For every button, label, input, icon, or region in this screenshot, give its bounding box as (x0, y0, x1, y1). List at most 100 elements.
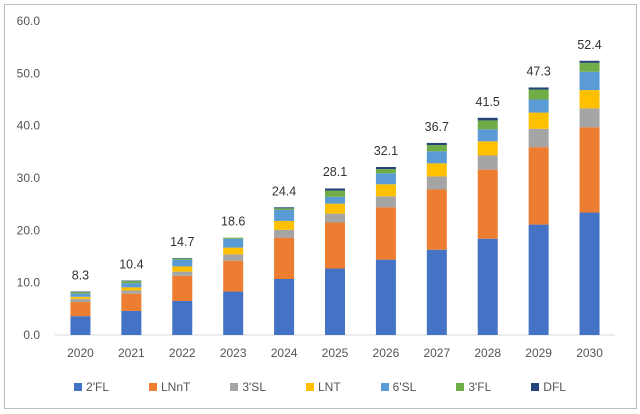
x-tick-label: 2025 (322, 346, 349, 360)
y-tick-label: 60.0 (17, 14, 41, 28)
data-label-total: 8.3 (72, 269, 89, 283)
bar-segment (70, 298, 91, 303)
bar-segment (172, 271, 193, 276)
bar-stack (579, 60, 600, 335)
legend-swatch (230, 383, 239, 391)
legend-label: LNnT (161, 380, 191, 394)
legend-label: LNT (318, 380, 341, 394)
bar-segment (579, 108, 600, 128)
bar-segment (325, 188, 345, 191)
bar-segment (70, 292, 91, 294)
legend-swatch (456, 383, 465, 391)
legend-swatch (380, 383, 389, 391)
bar-segment (121, 310, 142, 335)
x-tick-label: 2028 (474, 346, 501, 360)
bar-segment (375, 207, 396, 260)
data-labels: 8.3 10.4 14.7 18.6 24.4 28.1 32.1 36.7 41.5 47.3 5… (72, 38, 602, 283)
bar-segment (274, 229, 295, 238)
y-tick-label: 20.0 (17, 223, 41, 237)
bar-segment (528, 112, 549, 129)
bar-segment (477, 141, 498, 156)
bar-stack (477, 117, 498, 335)
bar-segment (121, 280, 142, 282)
bar-segment (70, 293, 91, 297)
bar-stack (274, 207, 295, 335)
bar-segment (579, 62, 600, 72)
legend-label: 3'FL (468, 380, 492, 394)
bar-segment (274, 209, 295, 221)
bar-segment (426, 145, 447, 152)
x-tick-label: 2024 (271, 346, 298, 360)
data-label-total: 10.4 (119, 258, 143, 272)
data-label-total: 14.7 (170, 235, 194, 249)
x-tick-label: 2026 (373, 346, 400, 360)
legend: 2'FL LNnT 3'SL LNT 6'SL 3'FL DFL (0, 380, 640, 394)
bar-segment (528, 224, 549, 335)
legend-item: 6'SL (380, 380, 417, 394)
legend-item: LNnT (149, 380, 190, 394)
legend-item: 3'SL (230, 380, 266, 394)
bar-segment (223, 291, 244, 335)
bar-segment (426, 189, 447, 250)
bar-segment (325, 268, 345, 335)
data-label-total: 32.1 (374, 144, 398, 158)
bar-segment (477, 155, 498, 170)
bar-segment (325, 190, 345, 197)
bar-segment (70, 316, 91, 335)
bar-stack (375, 167, 396, 335)
y-tick-label: 30.0 (17, 171, 41, 185)
bar-segment (172, 275, 193, 301)
data-label-total: 28.1 (323, 165, 347, 179)
bar-segment (172, 258, 193, 259)
bar-segment (274, 208, 295, 210)
legend-item: 3'FL (456, 380, 491, 394)
legend-label: 3'SL (242, 380, 266, 394)
bar-segment (426, 176, 447, 190)
y-tick-label: 0.0 (23, 328, 40, 342)
bar-segment (325, 213, 345, 223)
bar-segment (528, 128, 549, 148)
bar-segment (579, 90, 600, 109)
y-tick-label: 40.0 (17, 119, 41, 133)
data-label-total: 18.6 (221, 215, 245, 229)
bar-segment (477, 238, 498, 335)
bar-segment (477, 120, 498, 130)
bar-segment (121, 283, 142, 288)
bar-segment (477, 117, 498, 121)
y-tick-label: 50.0 (17, 66, 41, 80)
bar-segment (579, 127, 600, 213)
legend-swatch (306, 383, 314, 391)
y-axis-ticks: 0.0 10.0 20.0 30.0 40.0 50.0 60.0 (17, 14, 41, 342)
bar-stack (223, 237, 244, 335)
bar-segment (579, 71, 600, 91)
bar-segment (121, 290, 142, 294)
bar-stack (426, 142, 447, 335)
bar-stack (70, 291, 91, 335)
bar-segment (223, 238, 244, 248)
bar-segment (375, 169, 396, 174)
x-tick-label: 2022 (169, 346, 196, 360)
bar-segment (274, 207, 295, 209)
bar-stack (325, 188, 345, 335)
bar-segment (121, 287, 142, 291)
bar-segment (477, 169, 498, 239)
legend-label: 2'FL (86, 380, 109, 394)
bar-segment (325, 196, 345, 204)
data-label-total: 36.7 (425, 120, 449, 134)
bar-segment (274, 237, 295, 280)
legend-item: 2'FL (74, 380, 109, 394)
bar-stack (528, 87, 549, 335)
legend-label: 6'SL (392, 380, 417, 394)
bar-segment (325, 222, 345, 269)
x-tick-label: 2027 (423, 346, 450, 360)
legend-item: LNT (306, 380, 341, 394)
bar-segment (426, 249, 447, 335)
legend-label: DFL (543, 380, 566, 394)
legend-item: DFL (531, 380, 566, 394)
bar-segment (426, 151, 447, 164)
bar-segment (70, 302, 91, 317)
data-label-total: 47.3 (526, 64, 550, 78)
bar-segment (223, 247, 244, 255)
bar-segment (121, 281, 142, 284)
